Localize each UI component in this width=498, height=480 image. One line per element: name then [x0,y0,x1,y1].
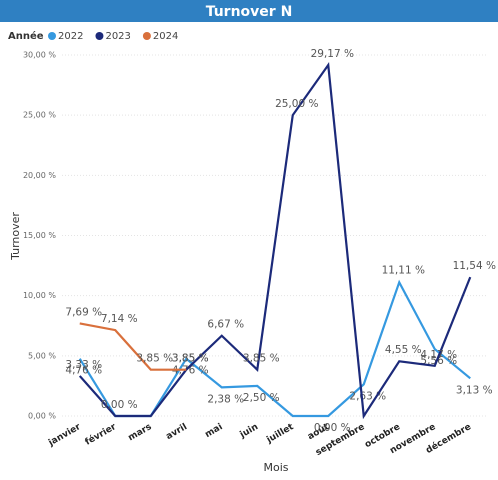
x-axis-title: Mois [263,461,288,474]
data-label: 11,11 % [382,264,425,276]
y-tick-label: 25,00 % [23,111,56,120]
legend-marker [95,32,104,40]
data-label: 6,67 % [207,319,244,331]
data-label: 4,55 % [385,344,422,356]
legend-label: 2023 [105,31,130,42]
data-label: 3,85 % [136,353,173,365]
x-tick-label: avril [164,422,189,442]
data-label: 2,63 % [349,390,386,402]
x-tick-label: mars [127,422,154,443]
data-label: 3,13 % [456,384,493,396]
x-tick-label: mai [203,422,224,440]
data-label: 7,69 % [65,306,102,318]
legend-marker [142,32,151,40]
data-label: 0,00 % [314,422,351,434]
legend-label: 2024 [153,31,178,42]
y-tick-label: 15,00 % [23,231,56,240]
data-label: 3,33 % [65,359,102,371]
data-label: 4,17 % [420,349,457,361]
data-label: 11,54 % [453,260,496,272]
data-label: 4,76 % [172,365,209,377]
data-label: 25,00 % [275,98,318,110]
data-label: 3,85 % [172,353,209,365]
chart-title: Turnover N [206,4,293,20]
legend-marker [48,32,56,40]
data-label: 7,14 % [101,313,138,325]
x-tick-label: janvier [46,422,83,449]
y-tick-label: 10,00 % [23,291,56,300]
data-label: 29,17 % [311,48,354,60]
data-label: 2,50 % [243,392,280,404]
y-axis-title: Turnover [9,212,22,261]
legend-title: Année [8,30,44,42]
x-tick-label: juillet [264,422,296,446]
y-tick-label: 0,00 % [28,412,56,421]
data-label: 0,00 % [101,399,138,411]
y-tick-label: 5,00 % [28,351,56,360]
legend-label: 2022 [58,31,83,42]
x-tick-label: février [83,421,118,448]
x-tick-label: juin [238,422,260,441]
header-bar [0,0,498,22]
data-label: 4,76 % [65,365,102,377]
series-line [79,322,187,371]
y-tick-label: 20,00 % [23,171,56,180]
data-label: 3,85 % [172,353,209,365]
data-label: 2,38 % [207,393,244,405]
series-line [78,61,472,420]
y-tick-label: 30,00 % [23,51,56,60]
data-label: 3,85 % [243,353,280,365]
